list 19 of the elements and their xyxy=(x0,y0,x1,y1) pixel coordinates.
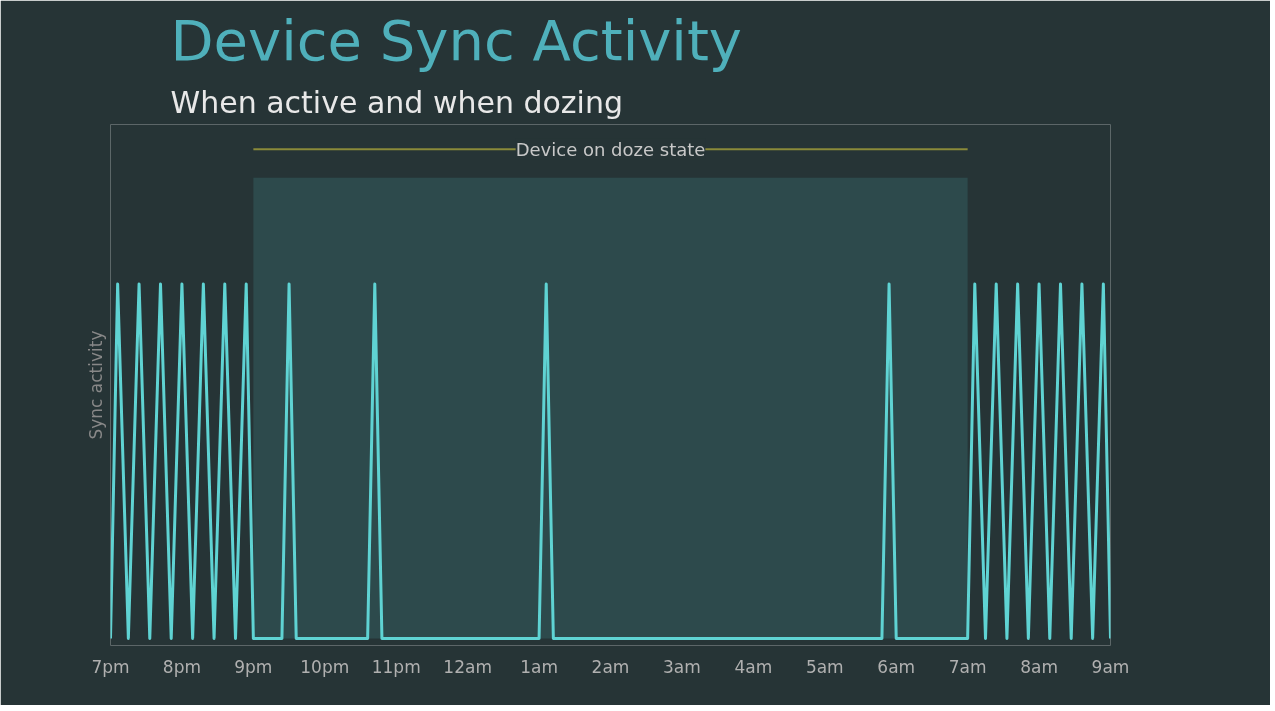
x-tick-label: 4am xyxy=(734,656,773,677)
x-tick-label: 7am xyxy=(948,656,987,677)
y-axis-title: Sync activity xyxy=(85,330,106,440)
x-tick-label: 1am xyxy=(520,656,558,677)
x-tick-label: 9am xyxy=(1091,656,1130,677)
x-tick-label: 2am xyxy=(591,656,630,677)
band-label: Device on doze state xyxy=(515,138,706,160)
chart-title: Device Sync Activity xyxy=(170,7,743,73)
x-tick-label: 5am xyxy=(805,656,844,677)
x-tick-label: 7pm xyxy=(91,656,130,677)
x-tick-label: 8am xyxy=(1020,656,1058,677)
x-tick-label: 6am xyxy=(877,656,916,677)
x-tick-label: 8pm xyxy=(162,656,202,677)
x-tick-label: 11pm xyxy=(371,656,421,677)
x-tick-label: 10pm xyxy=(300,656,350,677)
x-tick-label: 12am xyxy=(443,656,492,677)
chart-subtitle: When active and when dozing xyxy=(170,84,623,120)
x-tick-label: 9pm xyxy=(234,656,273,677)
x-tick-label: 3am xyxy=(663,656,701,677)
